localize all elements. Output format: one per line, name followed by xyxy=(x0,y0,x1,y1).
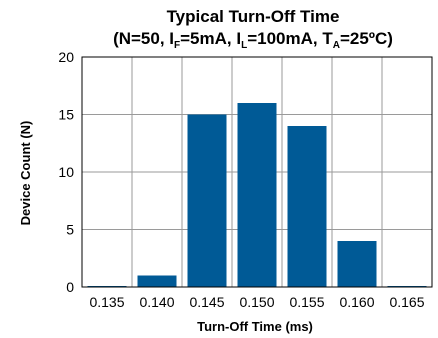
bar-0.140 xyxy=(137,275,177,287)
plot-frame xyxy=(81,56,433,288)
subtitle-sub-l: L xyxy=(241,40,247,51)
bar-0.145 xyxy=(187,114,227,287)
x-tick-label: 0.145 xyxy=(189,294,224,310)
y-axis-title: Device Count (N) xyxy=(18,121,33,226)
x-tick-label: 0.155 xyxy=(289,294,324,310)
subtitle-sub-a: A xyxy=(333,40,340,51)
subtitle-mid1: =5mA, I xyxy=(180,29,241,48)
chart-title: Typical Turn-Off Time xyxy=(167,7,340,26)
y-tick-label: 15 xyxy=(58,107,74,123)
x-tick-label: 0.135 xyxy=(89,294,124,310)
subtitle-mid2: =100mA, T xyxy=(247,29,333,48)
subtitle-open: (N=50, I xyxy=(113,29,174,48)
subtitle-close: =25ºC) xyxy=(340,29,393,48)
bar-0.150 xyxy=(237,103,277,287)
tick-labels: 0.135 0.140 0.145 0.150 0.155 0.160 0.165 0 5 10 1… xyxy=(58,49,424,310)
x-tick-label: 0.150 xyxy=(239,294,274,310)
bar-0.160 xyxy=(337,241,377,287)
x-tick-label: 0.140 xyxy=(139,294,174,310)
y-tick-label: 20 xyxy=(58,49,74,65)
x-tick-label: 0.165 xyxy=(389,294,424,310)
grid-lines xyxy=(82,57,432,287)
bars xyxy=(87,103,427,287)
x-tick-label: 0.160 xyxy=(339,294,374,310)
x-axis-title: Turn-Off Time (ms) xyxy=(197,319,313,334)
bar-0.155 xyxy=(287,126,327,287)
chart-subtitle: (N=50, IF=5mA, IL=100mA, TA=25ºC) xyxy=(113,29,393,51)
y-tick-label: 0 xyxy=(66,279,74,295)
subtitle-sub-f: F xyxy=(174,40,180,51)
y-tick-label: 5 xyxy=(66,222,74,238)
y-tick-label: 10 xyxy=(58,164,74,180)
